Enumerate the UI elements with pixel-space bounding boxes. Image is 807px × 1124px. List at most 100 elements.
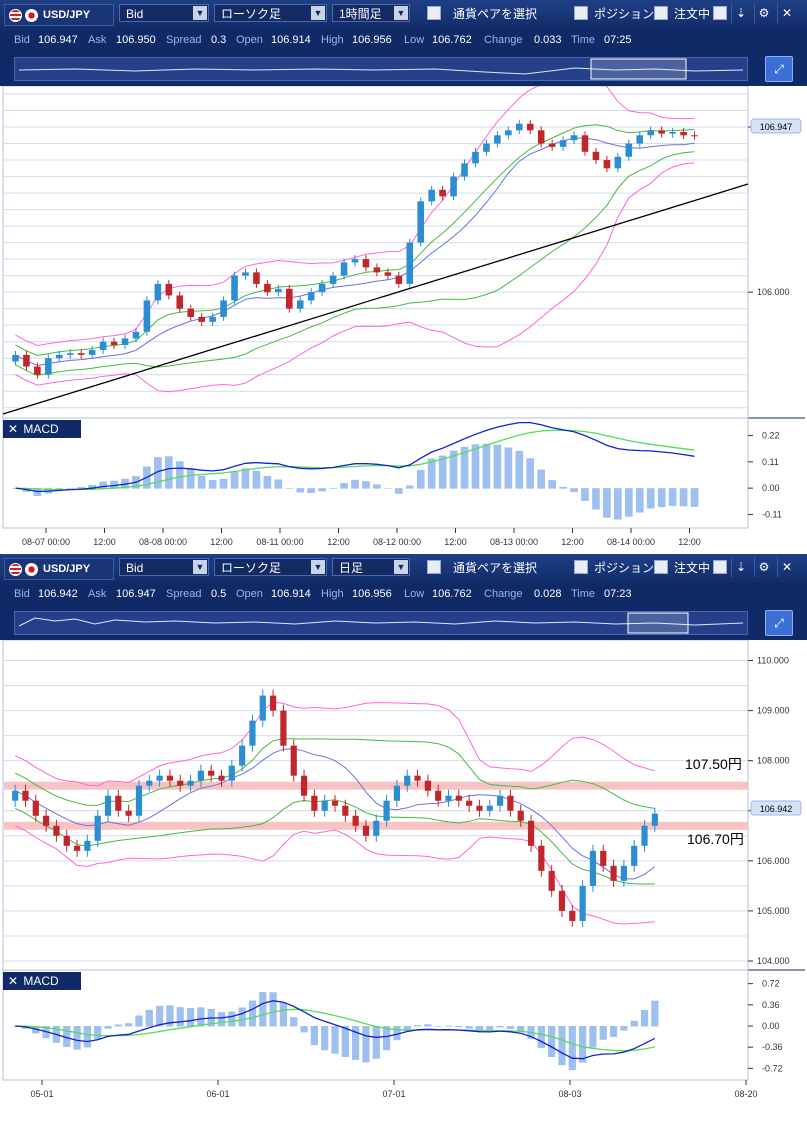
time-label: Time bbox=[571, 588, 596, 600]
candle-body bbox=[641, 825, 648, 846]
close-icon[interactable]: ✕ bbox=[7, 974, 19, 988]
candle-body bbox=[631, 845, 638, 866]
macd-histogram-bar bbox=[486, 1026, 494, 1031]
currency-pair-button[interactable]: USD/JPY bbox=[4, 558, 114, 580]
candle-body bbox=[290, 745, 297, 776]
macd-histogram-bar bbox=[285, 488, 294, 489]
time-tick-label: 08-11 00:00 bbox=[256, 537, 303, 547]
macd-histogram-bar bbox=[83, 1026, 91, 1048]
timeframe-select[interactable]: 1時間足 ▼ bbox=[332, 4, 410, 22]
macd-tab[interactable]: ✕ MACD bbox=[3, 972, 81, 990]
quote-info-bar: Bid 106.942 Ask 106.947 Spread 0.5 Open … bbox=[0, 582, 807, 606]
macd-histogram-bar bbox=[166, 1005, 174, 1027]
close-icon[interactable]: ✕ bbox=[777, 3, 796, 23]
close-icon[interactable]: ✕ bbox=[777, 557, 796, 577]
position-checkbox[interactable] bbox=[574, 560, 588, 574]
candle-body bbox=[625, 143, 633, 157]
select-pair-checkbox[interactable] bbox=[427, 6, 441, 20]
scroll-to-latest-button[interactable]: ⤢ bbox=[765, 56, 793, 82]
macd-histogram-bar bbox=[197, 475, 206, 489]
candle-body bbox=[249, 720, 256, 746]
candle-body bbox=[559, 140, 567, 147]
chart-type-select[interactable]: ローソク足 ▼ bbox=[214, 4, 327, 22]
macd-histogram-bar bbox=[482, 443, 491, 489]
macd-histogram-bar bbox=[329, 487, 337, 489]
candle-body bbox=[209, 316, 216, 322]
current-price-text: 106.947 bbox=[760, 122, 793, 132]
macd-histogram-bar bbox=[373, 484, 381, 489]
candle-body bbox=[461, 163, 468, 177]
order-checkbox[interactable] bbox=[654, 560, 668, 574]
daily-price-chart[interactable]: 110.000109.000108.000107.000106.000105.0… bbox=[0, 640, 807, 1124]
timeframe-value: 1時間足 bbox=[339, 7, 382, 21]
macd-tick-label: 0.22 bbox=[762, 431, 780, 441]
open-label: Open bbox=[236, 588, 263, 600]
scroll-to-latest-button[interactable]: ⤢ bbox=[765, 610, 793, 636]
order-checkbox[interactable] bbox=[654, 6, 668, 20]
macd-histogram-bar bbox=[175, 461, 184, 489]
us-flag-icon bbox=[9, 9, 22, 22]
chart-navigator[interactable] bbox=[14, 57, 748, 81]
candle-body bbox=[620, 865, 627, 881]
candle-body bbox=[455, 795, 462, 801]
candle-body bbox=[373, 820, 380, 836]
macd-histogram-bar bbox=[558, 1026, 566, 1066]
expand-arrow-icon[interactable]: ⇣ bbox=[731, 3, 750, 23]
candle-body bbox=[589, 850, 597, 886]
select-pair-checkbox[interactable] bbox=[427, 560, 441, 574]
candle-body bbox=[12, 790, 19, 801]
macd-tab[interactable]: ✕ MACD bbox=[3, 420, 81, 438]
macd-axis: 0.22 0.11 0.00 -0.11 bbox=[748, 431, 782, 519]
price-type-select[interactable]: Bid ▼ bbox=[119, 558, 209, 576]
time-tick-label: 08-12 00:00 bbox=[373, 537, 421, 547]
expand-arrow-icon[interactable]: ⇣ bbox=[731, 557, 750, 577]
macd-histogram-bar bbox=[318, 488, 326, 492]
candle-body bbox=[318, 283, 326, 293]
low-value: 106.762 bbox=[432, 588, 472, 600]
macd-histogram-bar bbox=[609, 1026, 618, 1037]
candle-body bbox=[428, 189, 435, 202]
candle-body bbox=[548, 870, 555, 891]
macd-histogram-bar bbox=[94, 1026, 102, 1040]
macd-histogram-bar bbox=[465, 1026, 473, 1029]
candle-body bbox=[496, 795, 504, 806]
chart-navigator[interactable] bbox=[14, 611, 748, 635]
extra-checkbox[interactable] bbox=[713, 560, 727, 574]
gear-icon[interactable]: ⚙ bbox=[754, 3, 773, 23]
macd-histogram-bar bbox=[690, 488, 699, 507]
candle-body bbox=[154, 283, 162, 301]
candle-body bbox=[296, 300, 304, 309]
candle-body bbox=[239, 745, 246, 766]
macd-axis: 0.72 0.36 0.00 -0.36 -0.72 bbox=[748, 979, 783, 1073]
extra-checkbox[interactable] bbox=[713, 6, 727, 20]
macd-tick-label: 0.72 bbox=[762, 979, 780, 989]
candle-body bbox=[691, 135, 698, 137]
gear-icon[interactable]: ⚙ bbox=[754, 557, 773, 577]
candle-body bbox=[187, 308, 194, 317]
macd-histogram-bar bbox=[186, 468, 195, 489]
candle-body bbox=[472, 151, 479, 164]
candle-body bbox=[592, 151, 600, 161]
position-checkbox[interactable] bbox=[574, 6, 588, 20]
order-label: 注文中 bbox=[674, 561, 711, 575]
time-tick-label: 12:00 bbox=[678, 537, 701, 547]
macd-histogram-bar bbox=[506, 1026, 515, 1029]
currency-pair-button[interactable]: USD/JPY bbox=[4, 4, 114, 26]
close-icon[interactable]: ✕ bbox=[7, 422, 19, 436]
macd-tick-label: 0.36 bbox=[762, 1000, 780, 1010]
macd-histogram-bar bbox=[110, 480, 118, 489]
macd-indicator bbox=[11, 992, 659, 1071]
macd-histogram-bar bbox=[340, 483, 348, 489]
macd-histogram-bar bbox=[475, 1026, 484, 1031]
change-label: Change bbox=[484, 588, 523, 600]
high-value: 106.956 bbox=[352, 34, 392, 46]
candle-body bbox=[384, 272, 392, 276]
price-tick-label: 109.000 bbox=[757, 706, 790, 716]
price-type-select[interactable]: Bid ▼ bbox=[119, 4, 209, 22]
chart-navigator-bar: ⤢ bbox=[0, 606, 807, 640]
price-tick-label: 105.000 bbox=[757, 906, 790, 916]
candle-body bbox=[242, 272, 249, 276]
timeframe-select[interactable]: 日足 ▼ bbox=[332, 558, 410, 576]
chart-type-select[interactable]: ローソク足 ▼ bbox=[214, 558, 327, 576]
